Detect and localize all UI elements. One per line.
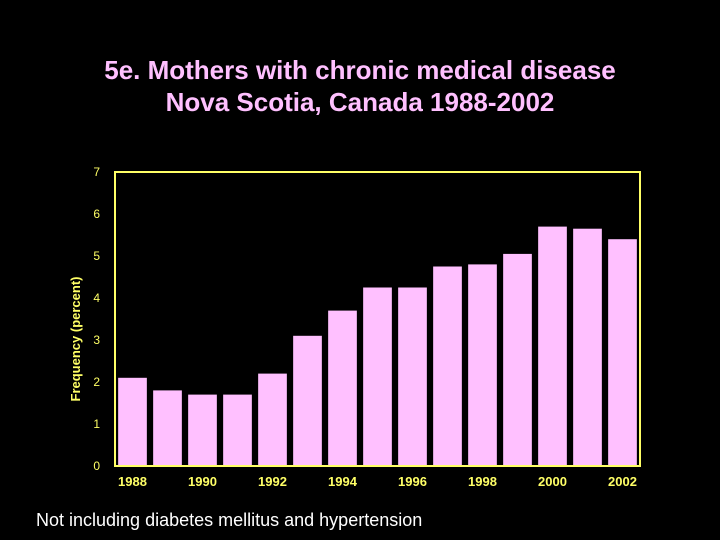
- bar-2000: [538, 226, 567, 466]
- x-tick-label: 2002: [608, 474, 637, 489]
- bar-1988: [118, 377, 147, 466]
- x-tick-label: 1994: [328, 474, 358, 489]
- x-tick-label: 2000: [538, 474, 567, 489]
- bar-1995: [363, 287, 392, 466]
- plot-frame: [114, 171, 641, 467]
- y-tick-label: 2: [93, 375, 100, 389]
- y-axis-label: Frequency (percent): [68, 277, 83, 402]
- x-tick-label: 1988: [118, 474, 147, 489]
- chart-title: 5e. Mothers with chronic medical disease…: [0, 54, 720, 118]
- y-tick-labels: 0 1 2 3 4 5 6 7: [93, 165, 100, 473]
- y-tick-label: 4: [93, 291, 100, 305]
- chart-title-line-2: Nova Scotia, Canada 1988-2002: [165, 87, 555, 117]
- bar-1994: [328, 310, 357, 466]
- bar-1997: [433, 266, 462, 466]
- bar-1989: [153, 390, 182, 466]
- y-tick-label: 7: [93, 165, 100, 179]
- bar-1990: [188, 394, 217, 466]
- bar-1991: [223, 394, 252, 466]
- bar-2002: [608, 239, 637, 466]
- bars-group: [118, 226, 637, 466]
- bar-1996: [398, 287, 427, 466]
- x-tick-label: 1990: [188, 474, 217, 489]
- y-tick-label: 0: [93, 459, 100, 473]
- bar-1998: [468, 264, 497, 466]
- y-tick-label: 1: [93, 417, 100, 431]
- x-tick-label: 1992: [258, 474, 287, 489]
- x-tick-labels: 1988 1990 1992 1994 1996 1998 2000 2002: [118, 474, 637, 489]
- bar-1993: [293, 335, 322, 466]
- bar-1992: [258, 373, 287, 466]
- bar-2001: [573, 228, 602, 466]
- chart-title-line-1: 5e. Mothers with chronic medical disease: [104, 55, 616, 85]
- y-tick-label: 5: [93, 249, 100, 263]
- y-tick-label: 6: [93, 207, 100, 221]
- x-tick-label: 1996: [398, 474, 427, 489]
- y-tick-label: 3: [93, 333, 100, 347]
- footnote: Not including diabetes mellitus and hype…: [36, 510, 423, 530]
- x-tick-label: 1998: [468, 474, 497, 489]
- bar-chart: 0 1 2 3 4 5 6 7 1988 1990 1992 1994 1996 1998 2000 200…: [68, 165, 641, 489]
- bar-1999: [503, 253, 532, 466]
